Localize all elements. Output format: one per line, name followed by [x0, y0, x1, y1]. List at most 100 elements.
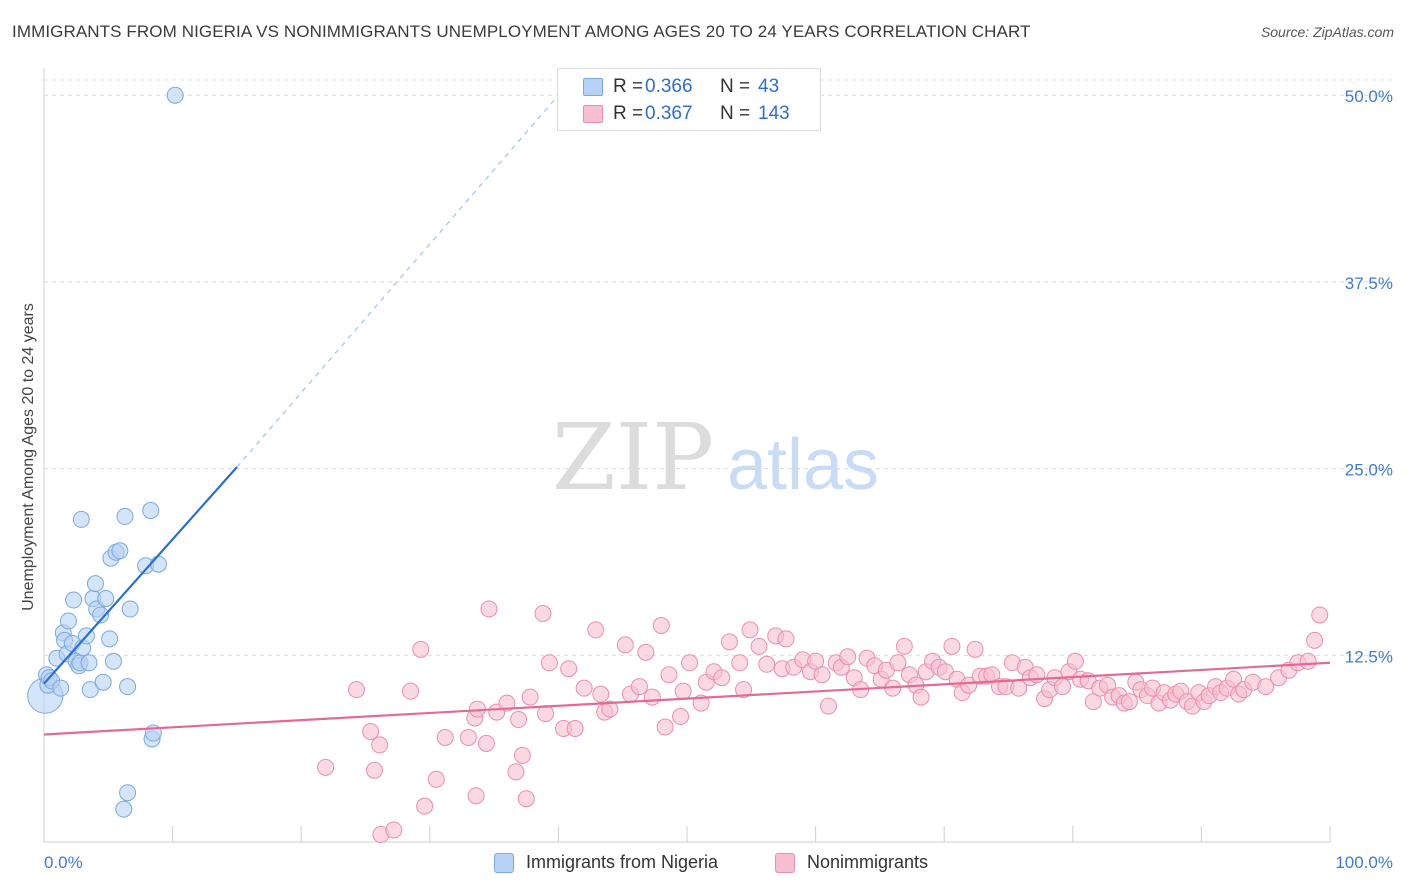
nonimmigrants-point	[637, 643, 655, 661]
nonimmigrants-point	[317, 758, 335, 776]
nonimmigrants-point	[427, 770, 445, 788]
nonimmigrants-point	[681, 654, 699, 672]
nonimmigrants-point	[1257, 678, 1275, 696]
stats-row-nigeria: R = 0.366 N = 43	[583, 75, 779, 99]
nigeria-point	[86, 575, 104, 593]
nonimmigrants-point	[777, 630, 795, 648]
nonimmigrants-point	[713, 669, 731, 687]
r-value: 0.366	[645, 76, 693, 97]
nigeria-trend-line	[43, 466, 238, 685]
r-value: 0.367	[645, 103, 693, 124]
stats-row-nonimmigrants: R = 0.367 N = 143	[583, 102, 790, 126]
legend-label-nigeria: Immigrants from Nigeria	[526, 852, 719, 872]
nonimmigrants-point	[517, 790, 535, 808]
nigeria-point	[97, 590, 115, 608]
nigeria-point	[52, 679, 70, 697]
x-tick-label: 100.0%	[1335, 853, 1393, 872]
nonimmigrants-point	[741, 621, 759, 639]
nonimmigrants-point	[1311, 606, 1329, 624]
nonimmigrants-point	[480, 600, 498, 618]
nigeria-point	[166, 86, 184, 104]
nonimmigrants-point	[537, 705, 555, 723]
y-tick-label: 12.5%	[1345, 647, 1393, 666]
nonimmigrants-point	[735, 681, 753, 699]
nonimmigrants-point	[498, 694, 516, 712]
nonimmigrants-point	[566, 719, 584, 737]
nonimmigrants-point	[436, 728, 454, 746]
legend-item-nonimmigrants[interactable]: Nonimmigrants	[775, 852, 928, 873]
n-value: 43	[758, 76, 780, 97]
nigeria-point	[111, 542, 129, 560]
nonimmigrants-point	[1306, 631, 1324, 649]
trend-lines	[43, 94, 1331, 736]
n-label: N =	[720, 76, 751, 97]
nonimmigrants-point	[750, 637, 768, 655]
nonimmigrants-point	[459, 728, 477, 746]
nigeria-point	[104, 652, 122, 670]
nonimmigrants-point	[412, 640, 430, 658]
legend-label-nonimmigrants: Nonimmigrants	[807, 852, 929, 872]
nigeria-point	[142, 501, 160, 519]
nonimmigrants-point	[575, 679, 593, 697]
nonimmigrants-swatch	[583, 105, 603, 123]
gridlines	[44, 79, 1394, 656]
nigeria-point	[59, 612, 77, 630]
chart-title: IMMIGRANTS FROM NIGERIA VS NONIMMIGRANTS…	[12, 22, 1031, 41]
n-label: N =	[720, 103, 751, 124]
nonimmigrants-point	[513, 746, 531, 764]
nonimmigrants-point	[819, 697, 837, 715]
nonimmigrants-point	[416, 797, 434, 815]
watermark-zip: ZIP	[552, 404, 714, 511]
nigeria-point	[72, 510, 90, 528]
nigeria-point	[149, 555, 167, 573]
nonimmigrants-point	[1120, 693, 1138, 711]
nonimmigrants-point	[362, 722, 380, 740]
nonimmigrants-point	[731, 654, 749, 672]
nonimmigrants-point	[507, 763, 525, 781]
nonimmigrants-point	[643, 688, 661, 706]
nonimmigrants-trend-line	[43, 661, 1331, 736]
nonimmigrants-point	[587, 621, 605, 639]
nonimmigrants-point	[672, 708, 690, 726]
nigeria-point	[81, 681, 99, 699]
nonimmigrants-point	[592, 685, 610, 703]
nonimmigrants-point	[660, 666, 678, 684]
nonimmigrants-point	[966, 640, 984, 658]
nonimmigrants-point	[1054, 678, 1072, 696]
r-label: R =	[613, 76, 644, 97]
nonimmigrants-point	[674, 682, 692, 700]
stats-legend: R = 0.366 N = 43 R = 0.367 N = 143	[557, 68, 821, 131]
nonimmigrants-point	[510, 711, 528, 729]
nonimmigrants-point	[630, 678, 648, 696]
nonimmigrants-point	[1225, 670, 1243, 688]
y-tick-label: 25.0%	[1345, 461, 1393, 480]
source-label: Source: ZipAtlas.com	[1260, 24, 1394, 40]
nigeria-point	[92, 606, 110, 624]
y-tick-label: 37.5%	[1345, 274, 1393, 293]
nonimmigrants-point	[889, 654, 907, 672]
nigeria-point	[80, 654, 98, 672]
nonimmigrants-point	[521, 688, 539, 706]
nonimmigrants-point	[960, 676, 978, 694]
nonimmigrants-points	[317, 600, 1329, 844]
nonimmigrants-point	[347, 681, 365, 699]
nigeria-point	[121, 600, 139, 618]
nonimmigrants-point	[912, 688, 930, 706]
nonimmigrants-point	[371, 736, 389, 754]
legend-item-nigeria[interactable]: Immigrants from Nigeria	[494, 852, 718, 873]
nonimmigrants-point	[366, 761, 384, 779]
nigeria-point	[101, 630, 119, 648]
nonimmigrants-point	[560, 660, 578, 678]
nigeria-point	[119, 678, 137, 696]
nonimmigrants-point	[813, 666, 831, 684]
nonimmigrants-point	[1299, 652, 1317, 670]
y-tick-label: 50.0%	[1345, 87, 1393, 106]
nigeria-swatch	[583, 78, 603, 96]
nigeria-points	[27, 86, 184, 818]
nonimmigrants-point	[477, 734, 495, 752]
watermark: ZIP atlas	[552, 404, 879, 511]
nonimmigrants-point	[616, 636, 634, 654]
nonimmigrants-point	[534, 604, 552, 622]
nonimmigrants-point	[540, 654, 558, 672]
